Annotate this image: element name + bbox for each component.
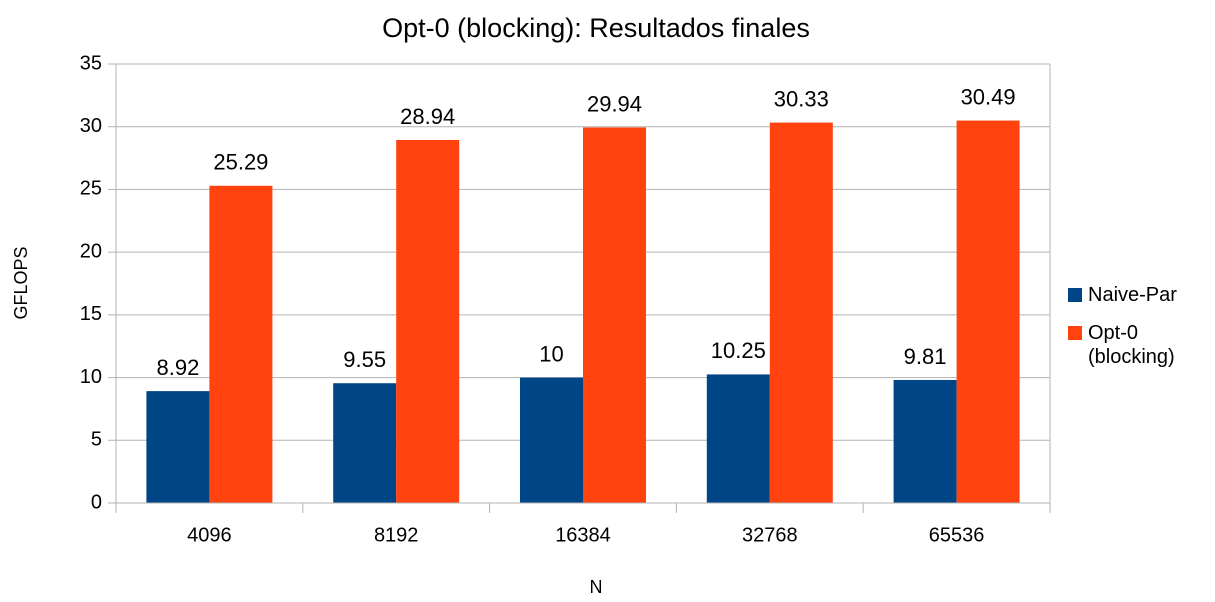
y-tick-label: 5 <box>91 429 102 451</box>
data-label: 9.55 <box>343 347 386 372</box>
y-axis-label: GFLOPS <box>11 246 31 319</box>
bar <box>146 391 210 503</box>
y-tick-label: 25 <box>80 178 102 200</box>
chart-title: Opt-0 (blocking): Resultados finales <box>382 13 810 43</box>
legend-swatch <box>1068 326 1082 340</box>
legend-item: Opt-0 (blocking) <box>1068 321 1208 369</box>
x-tick-label: 8192 <box>374 524 419 546</box>
legend: Naive-Par Opt-0 (blocking) <box>1068 283 1208 383</box>
legend-label: Naive-Par <box>1088 284 1177 306</box>
data-label: 8.92 <box>156 355 199 380</box>
data-label: 10 <box>539 341 563 366</box>
data-label: 30.33 <box>774 86 829 111</box>
x-tick-label: 65536 <box>929 524 985 546</box>
legend-item: Naive-Par <box>1068 283 1208 307</box>
data-label: 29.94 <box>587 91 642 116</box>
x-tick-label: 4096 <box>187 524 232 546</box>
data-label: 30.49 <box>961 84 1016 109</box>
y-tick-label: 35 <box>80 52 102 74</box>
x-tick-label: 16384 <box>555 524 611 546</box>
bar <box>956 120 1020 503</box>
bar <box>396 140 460 504</box>
y-tick-label: 15 <box>80 303 102 325</box>
y-tick-label: 0 <box>91 491 102 513</box>
bar <box>333 383 397 503</box>
legend-swatch <box>1068 288 1082 302</box>
y-tick-label: 10 <box>80 366 102 388</box>
x-tick-label: 32768 <box>742 524 798 546</box>
bar <box>583 127 646 503</box>
legend-label: Opt-0 (blocking) <box>1088 322 1175 368</box>
data-label: 28.94 <box>400 104 455 129</box>
bar <box>893 379 957 503</box>
bar <box>520 377 583 503</box>
y-tick-label: 30 <box>80 115 102 137</box>
bar <box>769 122 833 504</box>
data-label: 25.29 <box>213 150 268 175</box>
data-label: 9.81 <box>904 344 947 369</box>
bar <box>209 185 273 503</box>
bar <box>706 374 770 503</box>
x-axis-label: N <box>590 577 603 597</box>
data-label: 10.25 <box>711 338 766 363</box>
y-tick-label: 20 <box>80 240 102 262</box>
